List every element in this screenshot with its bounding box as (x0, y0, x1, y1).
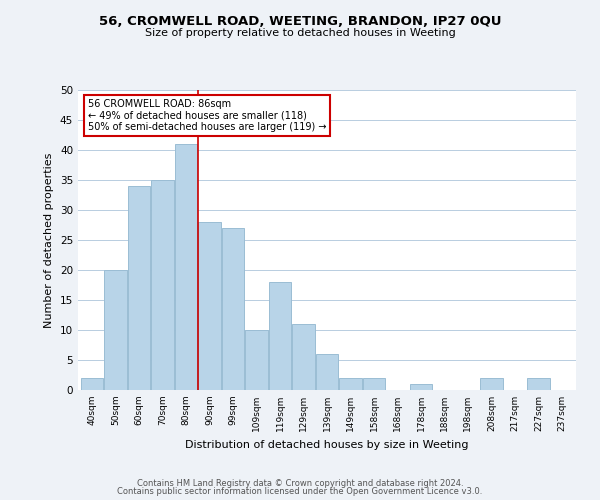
Text: 56 CROMWELL ROAD: 86sqm
← 49% of detached houses are smaller (118)
50% of semi-d: 56 CROMWELL ROAD: 86sqm ← 49% of detache… (88, 99, 326, 132)
Bar (81, 378, 103, 390)
Bar (222, 228, 244, 390)
Bar (199, 222, 221, 390)
Text: Size of property relative to detached houses in Weeting: Size of property relative to detached ho… (145, 28, 455, 38)
Bar (128, 186, 150, 390)
Text: 56, CROMWELL ROAD, WEETING, BRANDON, IP27 0QU: 56, CROMWELL ROAD, WEETING, BRANDON, IP2… (99, 15, 501, 28)
X-axis label: Distribution of detached houses by size in Weeting: Distribution of detached houses by size … (185, 440, 469, 450)
Y-axis label: Number of detached properties: Number of detached properties (44, 152, 55, 328)
Bar (410, 384, 432, 390)
Bar (527, 378, 550, 390)
Bar (340, 378, 362, 390)
Bar (151, 180, 174, 390)
Bar (104, 270, 127, 390)
Bar (316, 354, 338, 390)
Text: Contains HM Land Registry data © Crown copyright and database right 2024.: Contains HM Land Registry data © Crown c… (137, 478, 463, 488)
Bar (245, 330, 268, 390)
Bar (363, 378, 385, 390)
Bar (175, 144, 197, 390)
Bar (292, 324, 314, 390)
Text: Contains public sector information licensed under the Open Government Licence v3: Contains public sector information licen… (118, 487, 482, 496)
Bar (269, 282, 291, 390)
Bar (480, 378, 503, 390)
